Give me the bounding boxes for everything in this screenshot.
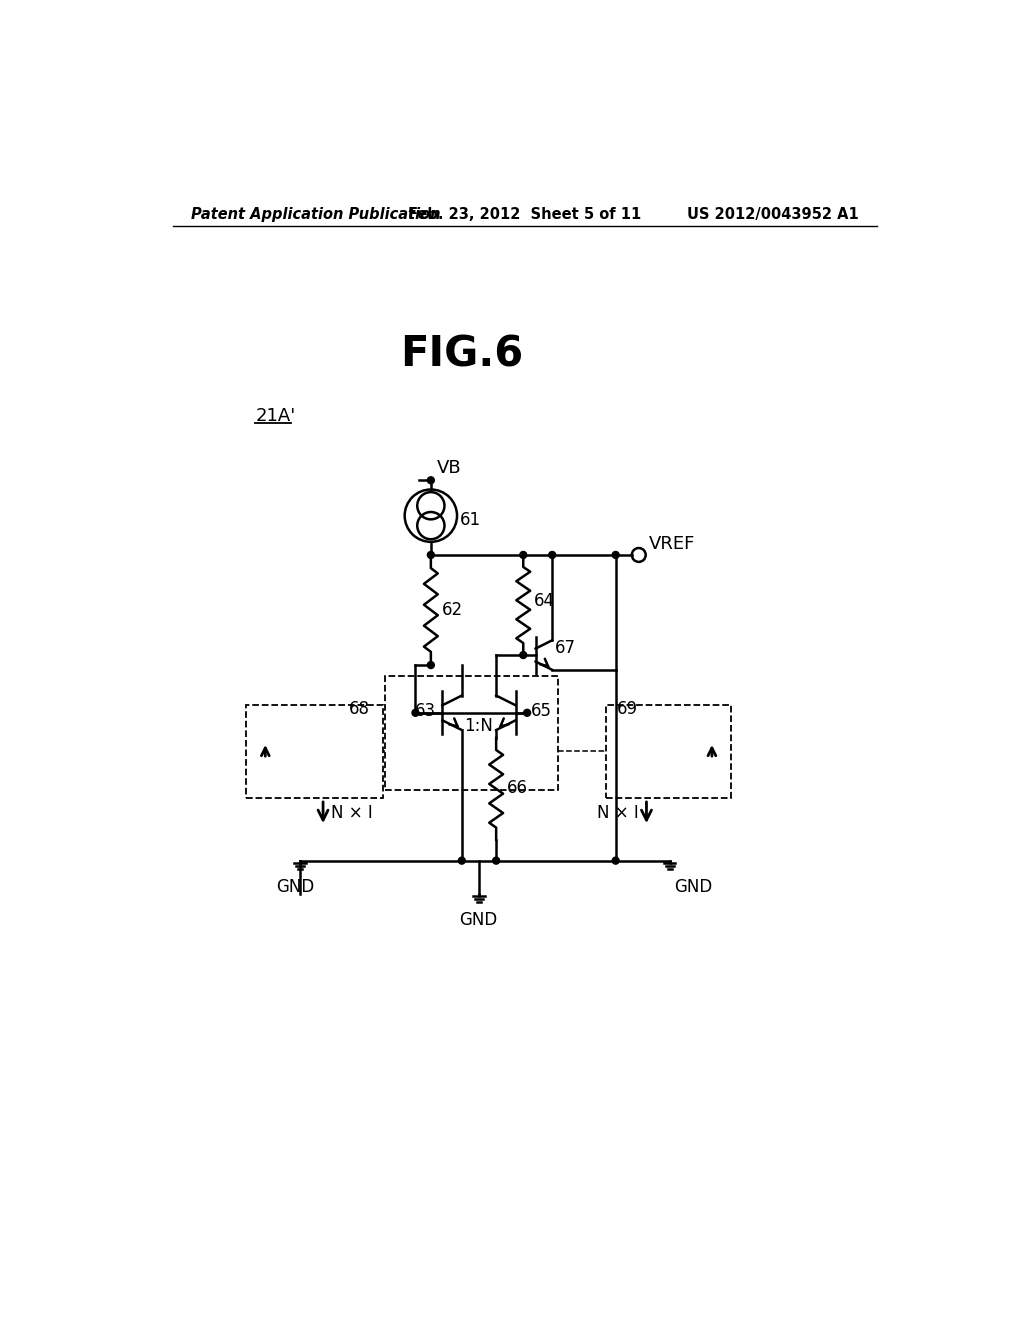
Text: 1:N: 1:N <box>464 717 493 735</box>
Circle shape <box>549 552 556 558</box>
Circle shape <box>459 857 465 865</box>
Circle shape <box>523 709 530 717</box>
Text: 65: 65 <box>531 702 552 719</box>
Circle shape <box>493 857 500 865</box>
Text: 62: 62 <box>441 601 463 619</box>
Bar <box>246 705 383 797</box>
Text: N × I: N × I <box>597 804 639 821</box>
Text: 21A': 21A' <box>255 408 296 425</box>
Text: 61: 61 <box>460 511 481 528</box>
Text: VREF: VREF <box>649 535 695 553</box>
Text: FIG.6: FIG.6 <box>400 334 523 376</box>
Text: GND: GND <box>276 878 314 895</box>
Text: US 2012/0043952 A1: US 2012/0043952 A1 <box>687 207 859 222</box>
Text: 63: 63 <box>415 702 436 719</box>
Circle shape <box>612 552 620 558</box>
Text: GND: GND <box>674 878 713 895</box>
Circle shape <box>427 477 434 483</box>
Text: Patent Application Publication: Patent Application Publication <box>190 207 440 222</box>
Bar <box>385 676 558 789</box>
Text: 67: 67 <box>555 639 577 657</box>
Circle shape <box>612 857 620 865</box>
Circle shape <box>520 652 526 659</box>
Text: 66: 66 <box>507 779 528 797</box>
Text: VB: VB <box>437 459 462 478</box>
Text: 68: 68 <box>349 701 370 718</box>
Bar <box>606 705 731 797</box>
Circle shape <box>427 661 434 668</box>
Text: 69: 69 <box>616 701 638 718</box>
Text: Feb. 23, 2012  Sheet 5 of 11: Feb. 23, 2012 Sheet 5 of 11 <box>409 207 641 222</box>
Text: N × I: N × I <box>331 804 373 821</box>
Circle shape <box>412 709 419 717</box>
Circle shape <box>520 552 526 558</box>
Text: 64: 64 <box>535 593 555 610</box>
Text: GND: GND <box>460 911 498 929</box>
Circle shape <box>427 552 434 558</box>
